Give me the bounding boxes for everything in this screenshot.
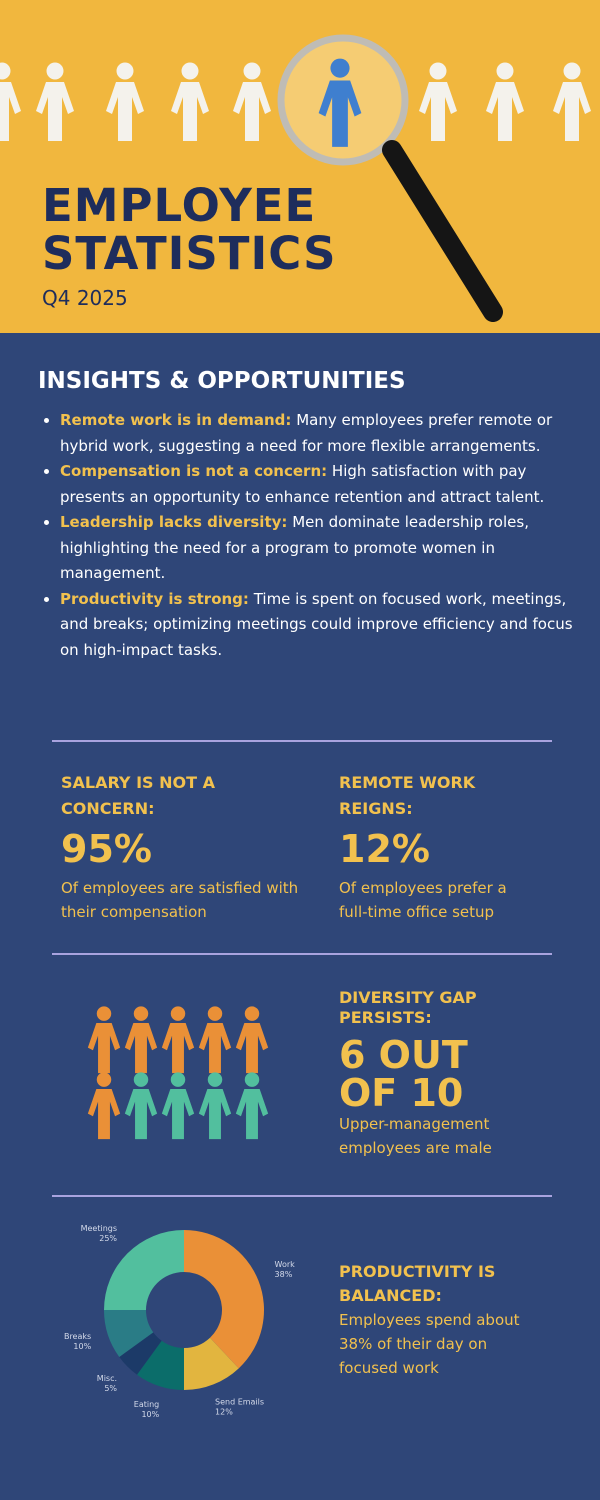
slice-label: Meetings bbox=[81, 1224, 117, 1233]
divider bbox=[52, 1195, 552, 1197]
person-icon bbox=[87, 1006, 121, 1074]
insight-item: Leadership lacks diversity: Men dominate… bbox=[60, 510, 590, 587]
header-banner bbox=[0, 0, 600, 333]
donut-slice bbox=[119, 1332, 162, 1375]
person-icon bbox=[124, 1006, 158, 1074]
productivity-heading: PRODUCTIVITY IS BALANCED: bbox=[339, 1262, 496, 1305]
person-icon bbox=[161, 1006, 195, 1074]
insight-lead: Compensation is not a concern: bbox=[60, 462, 328, 480]
donut-slice bbox=[104, 1310, 154, 1358]
insight-item: Productivity is strong: Time is spent on… bbox=[60, 587, 590, 664]
title-line: STATISTICS bbox=[42, 227, 337, 280]
lens-rim bbox=[277, 34, 409, 166]
slice-value: 38% bbox=[275, 1270, 293, 1279]
slice-value: 25% bbox=[99, 1234, 117, 1243]
insight-text: Time is spent on focused work, meetings,… bbox=[60, 589, 573, 659]
insight-lead: Productivity is strong: bbox=[60, 589, 249, 608]
people-graphic bbox=[87, 1006, 269, 1140]
slice-label: Send Emails bbox=[215, 1398, 264, 1407]
diversity-figure: 6 OUT OF 10 bbox=[339, 1033, 468, 1115]
divider bbox=[52, 740, 552, 742]
person-icon bbox=[235, 1006, 269, 1074]
donut-slice bbox=[104, 1230, 184, 1310]
person-icon bbox=[87, 1072, 121, 1140]
insight-item: Remote work is in demand: Many employees… bbox=[60, 408, 590, 459]
insight-lead: Leadership lacks diversity: bbox=[60, 513, 288, 531]
divider bbox=[52, 953, 552, 955]
insight-list: Remote work is in demand: Many employees… bbox=[40, 408, 590, 663]
section-heading: INSIGHTS & OPPORTUNITIES bbox=[38, 368, 406, 394]
donut-slice bbox=[136, 1340, 184, 1390]
person-icon bbox=[198, 1006, 232, 1074]
person-icon bbox=[161, 1072, 195, 1140]
productivity-text: Employees spend about 38% of their day o… bbox=[339, 1311, 520, 1377]
diversity-text: Upper-management employees are male bbox=[339, 1115, 492, 1157]
slice-value: 12% bbox=[215, 1408, 233, 1417]
slice-value: 10% bbox=[73, 1342, 91, 1351]
stat-figure: 12% bbox=[339, 827, 430, 871]
subtitle: Q4 2025 bbox=[42, 286, 128, 310]
stat-text: Of employees are satisfied with their co… bbox=[61, 879, 299, 921]
slice-label: Breaks bbox=[64, 1332, 91, 1341]
stat-figure: 95% bbox=[61, 827, 152, 871]
slice-value: 10% bbox=[141, 1410, 159, 1419]
donut-slice bbox=[184, 1230, 264, 1369]
person-icon bbox=[124, 1072, 158, 1140]
magnifier-handle bbox=[382, 140, 503, 322]
stat-heading: SALARY IS NOT A CONCERN: bbox=[61, 773, 215, 818]
slice-value: 5% bbox=[104, 1384, 117, 1393]
diversity-heading: DIVERSITY GAP PERSISTS: bbox=[339, 988, 477, 1027]
slice-label: Misc. bbox=[97, 1374, 117, 1383]
stat-text: Of employees prefer a full-time office s… bbox=[339, 879, 507, 921]
insight-text: Many employees prefer remote or hybrid w… bbox=[60, 411, 553, 455]
slice-label: Work bbox=[275, 1260, 296, 1269]
donut-slice bbox=[184, 1337, 239, 1390]
insight-item: Compensation is not a concern: High sati… bbox=[60, 459, 590, 510]
person-icon bbox=[235, 1072, 269, 1140]
insight-text: High satisfaction with pay presents an o… bbox=[60, 462, 545, 506]
banner-bg bbox=[0, 0, 600, 333]
title-line: EMPLOYEE bbox=[42, 179, 317, 232]
person-icon bbox=[198, 1072, 232, 1140]
insight-lead: Remote work is in demand: bbox=[60, 411, 292, 429]
insight-text: Men dominate leadership roles, highlight… bbox=[60, 513, 529, 582]
slice-label: Eating bbox=[134, 1400, 159, 1409]
stat-heading: REMOTE WORK REIGNS: bbox=[339, 773, 476, 818]
